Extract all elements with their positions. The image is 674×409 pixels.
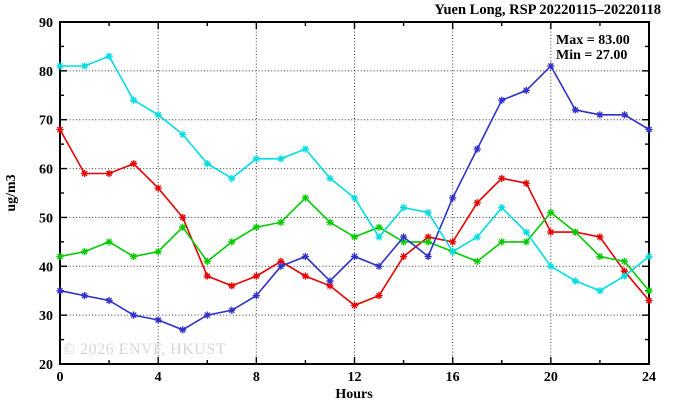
y-tick-label: 70 <box>39 114 53 129</box>
plot-area: 20 30 40 50 60 70 80 90 0 4 8 12 16 20 24 <box>39 16 656 385</box>
x-tick-label: 4 <box>155 370 162 385</box>
green-line <box>56 194 653 295</box>
y-tick-label: 20 <box>39 358 53 373</box>
x-tick-label: 0 <box>57 370 64 385</box>
x-tick-label: 12 <box>348 370 362 385</box>
blue-line-markers <box>56 62 653 334</box>
y-axis-label: ug/m3 <box>4 174 19 211</box>
chart-title: Yuen Long, RSP 20220115–20220118 <box>434 2 661 18</box>
plot-border <box>59 21 650 365</box>
min-annotation: Min = 27.00 <box>556 48 627 63</box>
y-tick-label: 30 <box>39 309 53 324</box>
y-tick-label: 60 <box>39 163 53 178</box>
green-line-path <box>59 196 650 292</box>
x-tick-label: 24 <box>642 370 656 385</box>
blue-line <box>56 62 653 334</box>
cyan-line-markers <box>56 52 653 295</box>
x-axis-label: Hours <box>335 387 373 402</box>
red-line <box>56 125 653 309</box>
cyan-line <box>56 52 653 295</box>
y-tick-label: 40 <box>39 260 53 275</box>
y-tick-label: 50 <box>39 211 53 226</box>
tick-labels: 20 30 40 50 60 70 80 90 0 4 8 12 16 20 24 <box>39 16 656 385</box>
y-tick-label: 90 <box>39 16 53 31</box>
watermark: © 2026 ENVF, HKUST <box>63 341 226 358</box>
x-tick-label: 16 <box>446 370 460 385</box>
green-line-markers <box>56 194 653 295</box>
red-line-markers <box>56 125 653 309</box>
x-tick-label: 8 <box>253 370 260 385</box>
y-tick-label: 80 <box>39 65 53 80</box>
gridlines <box>60 22 649 364</box>
x-tick-label: 20 <box>544 370 558 385</box>
max-annotation: Max = 83.00 <box>556 33 630 48</box>
